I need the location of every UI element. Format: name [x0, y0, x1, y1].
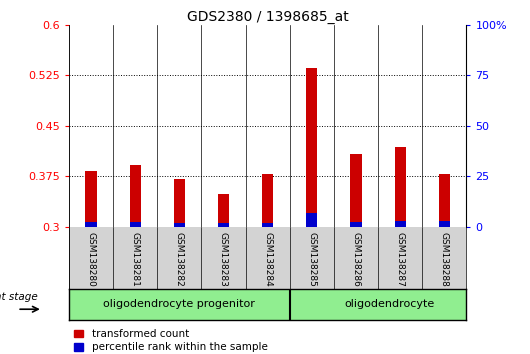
Bar [395, 147, 405, 227]
Bar [130, 165, 140, 227]
Bar [439, 221, 450, 227]
Bar [306, 213, 317, 227]
Bar [85, 171, 96, 227]
Text: GSM138283: GSM138283 [219, 232, 228, 286]
Bar [69, 289, 290, 320]
Bar [350, 154, 361, 227]
Text: oligodendrocyte: oligodendrocyte [344, 299, 434, 309]
Bar [290, 289, 466, 320]
Legend: transformed count, percentile rank within the sample: transformed count, percentile rank withi… [74, 329, 268, 352]
Bar [350, 222, 361, 227]
Text: GSM138281: GSM138281 [131, 232, 139, 286]
Bar [130, 222, 140, 227]
Bar [395, 221, 405, 227]
Text: GSM138286: GSM138286 [351, 232, 360, 286]
Text: GSM138284: GSM138284 [263, 232, 272, 286]
Bar [218, 223, 229, 227]
Title: GDS2380 / 1398685_at: GDS2380 / 1398685_at [187, 10, 349, 24]
Text: GSM138287: GSM138287 [396, 232, 404, 286]
Bar [174, 179, 185, 227]
Bar [306, 68, 317, 227]
Bar [85, 222, 96, 227]
Bar [439, 174, 450, 227]
Text: oligodendrocyte progenitor: oligodendrocyte progenitor [103, 299, 255, 309]
Bar [262, 223, 273, 227]
Text: development stage: development stage [0, 292, 38, 302]
Text: GSM138288: GSM138288 [440, 232, 449, 286]
Bar [218, 194, 229, 227]
Bar [174, 223, 185, 227]
Text: GSM138280: GSM138280 [86, 232, 95, 286]
Text: GSM138285: GSM138285 [307, 232, 316, 286]
Bar [262, 174, 273, 227]
Text: GSM138282: GSM138282 [175, 232, 184, 286]
